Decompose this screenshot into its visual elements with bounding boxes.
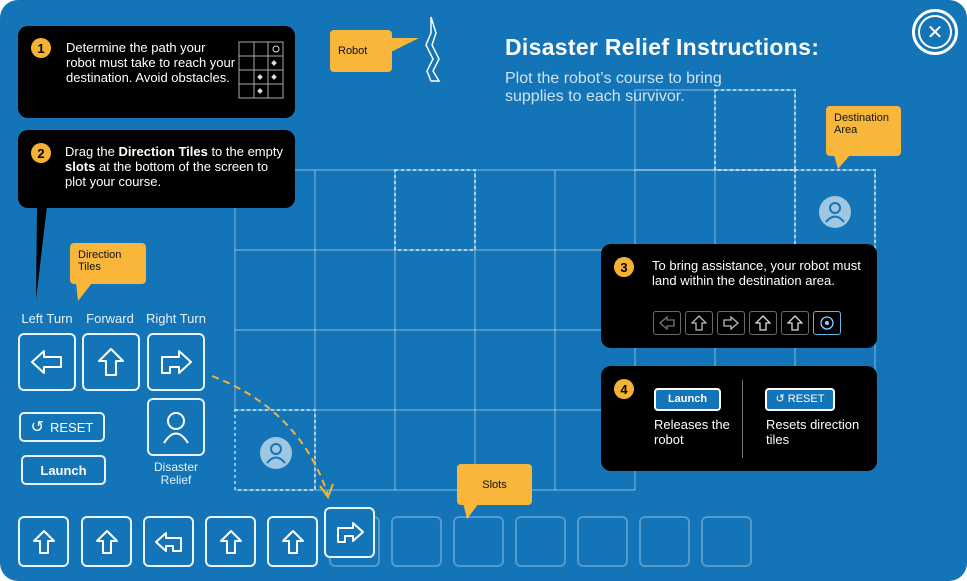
robot-tag-pointer — [391, 38, 419, 52]
slot-1[interactable] — [18, 516, 69, 567]
slot-empty[interactable] — [515, 516, 566, 567]
step3-text: To bring assistance, your robot must lan… — [652, 258, 861, 288]
person-icon — [163, 412, 189, 444]
left-turn-icon — [31, 350, 62, 374]
slot-2[interactable] — [81, 516, 132, 567]
step4-number: 4 — [614, 379, 634, 399]
forward-icon — [749, 311, 777, 335]
step1-number: 1 — [31, 38, 51, 58]
forward-icon — [219, 529, 242, 554]
forward-icon — [781, 311, 809, 335]
step3-callout: 3 To bring assistance, your robot must l… — [601, 244, 877, 348]
dragging-tile[interactable] — [324, 507, 375, 558]
page-subtitle: Plot the robot’s course to bring supplie… — [505, 70, 722, 105]
right-turn-tile[interactable] — [147, 333, 205, 391]
step2-number: 2 — [31, 143, 51, 163]
destination-tag: Destination Area — [826, 106, 901, 156]
forward-icon — [685, 311, 713, 335]
close-icon: ✕ — [918, 15, 952, 49]
slots-tag-pointer — [463, 503, 479, 519]
step2-text: Drag the Direction Tiles to the empty sl… — [65, 144, 283, 189]
reset-icon: ↺ — [775, 393, 785, 405]
step2-callout: 2 Drag the Direction Tiles to the empty … — [18, 130, 295, 208]
forward-label: Forward — [86, 311, 134, 326]
step2-pointer — [36, 206, 47, 300]
direction-tiles-tag: Direction Tiles — [70, 243, 146, 284]
close-button[interactable]: ✕ — [912, 9, 958, 55]
page-title: Disaster Relief Instructions: — [505, 34, 820, 60]
slot-empty[interactable] — [639, 516, 690, 567]
launch-description: Releases the robot — [654, 417, 730, 447]
disaster-relief-tile[interactable] — [147, 398, 205, 456]
grid-diagram-icon — [238, 41, 284, 99]
left-turn-icon — [653, 311, 681, 335]
survivor-icon — [260, 437, 292, 469]
slot-4[interactable] — [205, 516, 256, 567]
robot-tag: Robot — [330, 30, 392, 72]
survivor-icon — [819, 196, 851, 228]
destination-tag-pointer — [834, 155, 850, 169]
slot-5[interactable] — [267, 516, 318, 567]
left-turn-tile[interactable] — [18, 333, 76, 391]
reset-button[interactable]: ↺ RESET — [19, 412, 105, 442]
slots-tag: Slots — [457, 464, 532, 505]
step3-example-row — [653, 311, 841, 335]
slot-empty[interactable] — [453, 516, 504, 567]
right-turn-icon — [161, 350, 192, 374]
slot-empty[interactable] — [577, 516, 628, 567]
launch-example-button: Launch — [654, 388, 721, 411]
divider — [742, 380, 743, 458]
forward-icon — [281, 529, 304, 554]
right-turn-icon — [336, 521, 364, 543]
slot-empty[interactable] — [701, 516, 752, 567]
reset-icon: ↺ — [30, 419, 45, 436]
launch-button[interactable]: Launch — [21, 455, 106, 485]
step1-callout: 1 Determine the path your robot must tak… — [18, 26, 295, 118]
forward-tile[interactable] — [82, 333, 140, 391]
forward-icon — [95, 529, 118, 554]
right-turn-label: Right Turn — [146, 311, 206, 326]
robot-icon — [425, 16, 441, 82]
reset-description: Resets direction tiles — [766, 417, 860, 447]
left-turn-label: Left Turn — [21, 311, 73, 326]
slot-empty[interactable] — [391, 516, 442, 567]
left-turn-icon — [154, 531, 182, 552]
disaster-relief-label: Disaster Relief — [153, 460, 198, 487]
step3-number: 3 — [614, 257, 634, 277]
direction-tiles-tag-pointer — [76, 283, 92, 301]
slot-3[interactable] — [143, 516, 194, 567]
forward-icon — [98, 348, 124, 376]
crosshair-icon — [813, 311, 841, 335]
reset-example-button: ↺ RESET — [765, 388, 835, 411]
step1-text: Determine the path your robot must take … — [66, 40, 236, 85]
right-turn-icon — [717, 311, 745, 335]
forward-icon — [32, 529, 55, 554]
step4-callout: 4 Launch Releases the robot ↺ RESET Reset… — [601, 366, 877, 471]
